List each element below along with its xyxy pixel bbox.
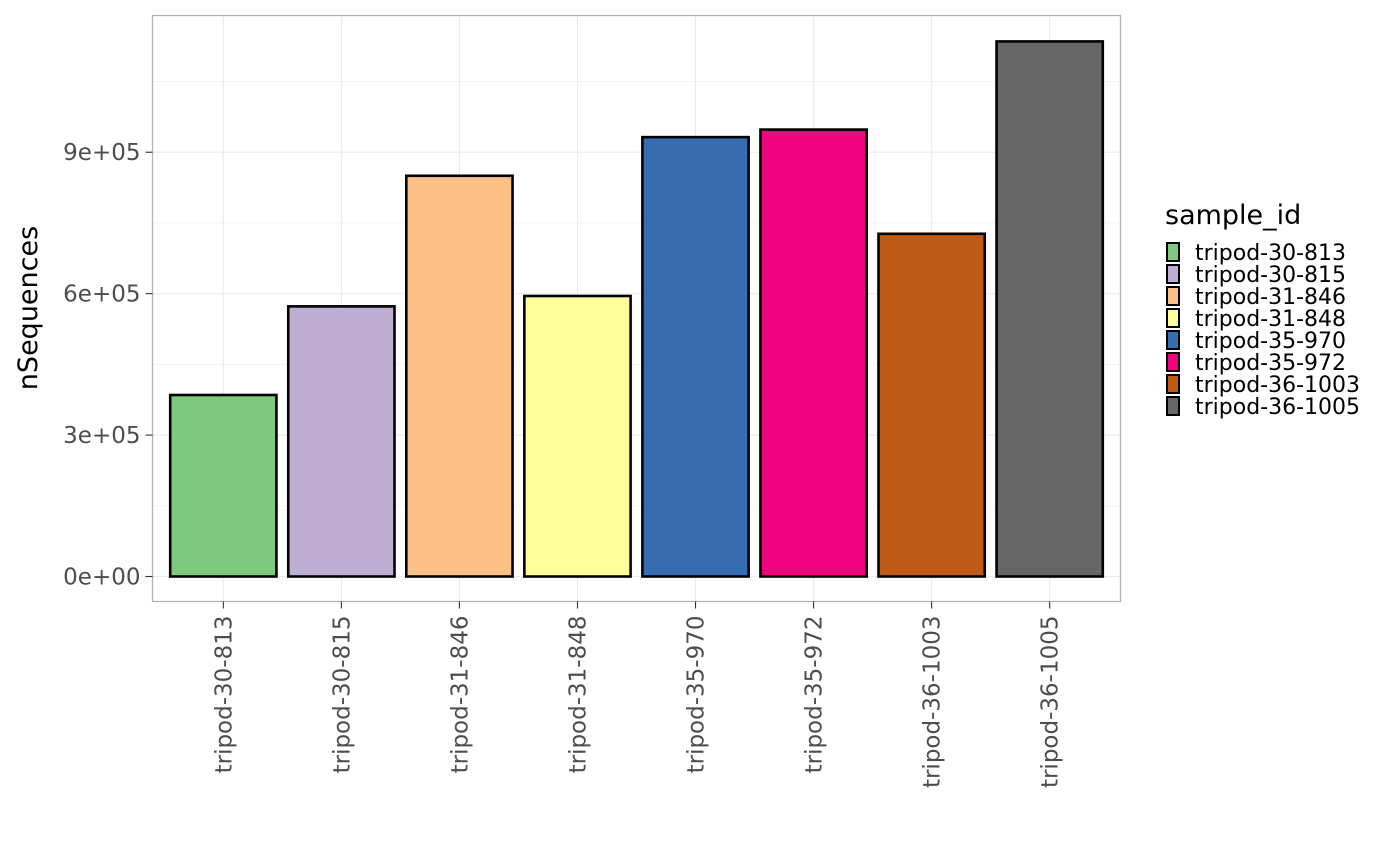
legend-label: tripod-35-972 <box>1195 351 1346 376</box>
legend-swatch <box>1166 286 1180 306</box>
legend-swatch <box>1166 396 1180 416</box>
legend-label: tripod-30-813 <box>1195 241 1346 266</box>
x-tick-label: tripod-30-813 <box>211 616 237 774</box>
x-tick-label: tripod-36-1005 <box>1038 616 1064 789</box>
legend-swatch <box>1166 352 1180 372</box>
x-tick-label: tripod-35-970 <box>684 616 710 774</box>
legend-swatch <box>1166 330 1180 350</box>
bar-tripod-35-972 <box>759 128 868 578</box>
x-axis: tripod-30-813 tripod-30-815 tripod-31-846 t… <box>211 601 1064 789</box>
legend-swatch <box>1166 308 1180 328</box>
bar-tripod-30-813 <box>168 393 278 578</box>
x-tick-label: tripod-31-848 <box>565 616 591 774</box>
legend-label: tripod-36-1005 <box>1195 395 1360 420</box>
bars <box>168 40 1105 578</box>
legend-swatch <box>1166 264 1180 284</box>
y-tick-label: 0e+00 <box>63 565 140 591</box>
y-axis-title: nSequences <box>13 226 44 390</box>
bar-tripod-36-1003 <box>877 232 987 578</box>
legend-title: sample_id <box>1165 200 1301 231</box>
y-tick-label: 6e+05 <box>63 282 140 308</box>
legend-items: tripod-30-813tripod-30-815tripod-31-846t… <box>1166 241 1360 420</box>
bar-tripod-31-846 <box>405 174 514 578</box>
legend-swatch <box>1166 242 1180 262</box>
legend: sample_id tripod-30-813tripod-30-815trip… <box>1165 200 1360 420</box>
x-tick-label: tripod-36-1003 <box>920 616 946 789</box>
legend-label: tripod-31-848 <box>1195 307 1346 332</box>
x-tick-label: tripod-30-815 <box>329 616 355 774</box>
x-tick-label: tripod-31-846 <box>447 616 473 774</box>
panel-border <box>151 14 1122 603</box>
legend-label: tripod-31-846 <box>1195 285 1346 310</box>
bar-tripod-35-970 <box>641 135 750 578</box>
bar-tripod-31-848 <box>523 294 632 578</box>
legend-swatch <box>1166 374 1180 394</box>
legend-label: tripod-35-970 <box>1195 329 1346 354</box>
y-tick-label: 9e+05 <box>63 140 140 166</box>
legend-label: tripod-30-815 <box>1195 263 1346 288</box>
x-tick-label: tripod-35-972 <box>802 616 828 774</box>
legend-label: tripod-36-1003 <box>1195 373 1360 398</box>
y-tick-label: 3e+05 <box>63 423 140 449</box>
y-axis: 0e+00 3e+05 6e+05 9e+05 <box>63 140 153 591</box>
bar-tripod-36-1005 <box>995 40 1105 578</box>
bar-tripod-30-815 <box>286 305 396 578</box>
